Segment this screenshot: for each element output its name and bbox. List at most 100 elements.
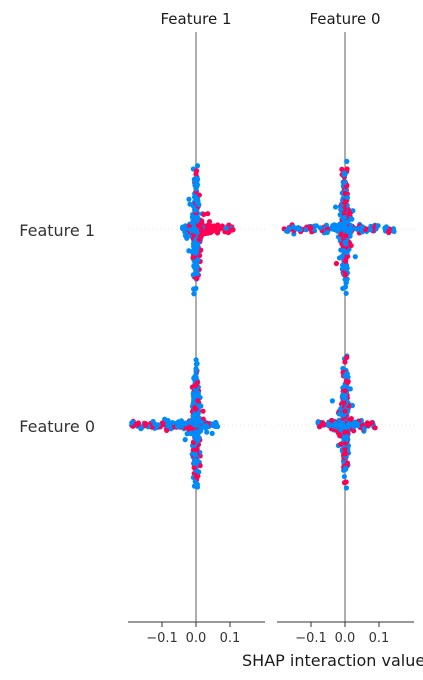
x-tick-label: 0.0 <box>186 631 207 646</box>
point <box>330 423 336 429</box>
point <box>195 390 201 396</box>
point <box>331 222 338 228</box>
point <box>342 272 348 278</box>
point <box>192 447 198 453</box>
point <box>193 361 200 367</box>
x-tick-label: −0.1 <box>295 631 327 646</box>
point <box>193 367 199 373</box>
x-tick-label: 0.1 <box>220 631 241 646</box>
point <box>341 248 347 254</box>
point <box>152 421 158 427</box>
point <box>182 437 188 443</box>
point <box>195 257 201 263</box>
point <box>342 388 348 394</box>
point <box>191 465 197 471</box>
point <box>207 224 213 231</box>
point <box>341 265 347 271</box>
panel-title-feature-1: Feature 1 <box>161 10 232 28</box>
x-tick-label: 0.0 <box>335 631 356 646</box>
point <box>329 398 335 404</box>
point <box>218 224 224 231</box>
point <box>343 290 349 296</box>
point <box>338 427 344 433</box>
point <box>194 168 200 174</box>
point <box>328 417 335 424</box>
point <box>342 451 348 457</box>
point <box>382 225 388 231</box>
point <box>175 419 182 425</box>
point <box>196 202 202 208</box>
point <box>375 223 381 229</box>
point <box>193 197 199 203</box>
x-tick-label: 0.1 <box>369 631 390 646</box>
point <box>342 429 348 435</box>
point <box>337 212 343 218</box>
panel-title-feature-0: Feature 0 <box>310 10 381 28</box>
point <box>187 425 194 431</box>
point <box>180 224 186 230</box>
point <box>391 228 397 235</box>
point <box>200 408 206 414</box>
point <box>333 260 340 267</box>
point <box>159 420 165 426</box>
point <box>369 420 375 426</box>
point <box>190 390 196 397</box>
x-axis-label: SHAP interaction value <box>242 651 423 670</box>
point <box>313 223 319 229</box>
point <box>204 429 210 435</box>
point <box>187 419 193 425</box>
point <box>367 227 374 233</box>
point <box>317 225 323 231</box>
point <box>343 371 349 377</box>
point <box>190 272 196 278</box>
point <box>343 280 349 286</box>
labels-layer: Feature 1 Feature 0 Feature 1 Feature 0 … <box>19 10 423 670</box>
point <box>338 206 344 213</box>
point <box>193 217 199 223</box>
point <box>194 181 200 187</box>
point <box>342 408 348 414</box>
row-label-feature-0: Feature 0 <box>19 417 95 436</box>
panels-layer: −0.1 0.0 0.1 −0.1 0.0 0.1 <box>128 32 414 646</box>
point <box>223 225 229 231</box>
point <box>342 241 349 247</box>
point <box>142 422 148 428</box>
point <box>365 422 371 428</box>
point <box>344 436 350 442</box>
point <box>342 206 348 212</box>
point <box>344 194 351 201</box>
point <box>344 354 350 360</box>
point <box>295 226 301 232</box>
point <box>192 478 198 485</box>
point <box>191 483 198 489</box>
point <box>206 219 213 225</box>
point <box>196 237 202 243</box>
point <box>342 465 349 471</box>
row-label-feature-1: Feature 1 <box>19 221 95 240</box>
point <box>324 229 330 236</box>
point <box>341 215 348 221</box>
point <box>338 441 344 447</box>
point <box>183 421 189 427</box>
point <box>191 286 197 292</box>
point <box>193 266 200 273</box>
point <box>196 469 202 475</box>
point <box>372 425 378 431</box>
point <box>283 228 290 234</box>
point <box>193 229 199 235</box>
point <box>199 218 205 224</box>
point <box>189 220 196 226</box>
point <box>165 421 171 428</box>
point <box>353 420 359 426</box>
point <box>361 425 367 432</box>
point <box>210 421 216 427</box>
point <box>165 417 171 424</box>
point <box>186 196 192 202</box>
point <box>347 216 353 222</box>
point <box>191 291 197 297</box>
point <box>342 200 348 206</box>
point <box>194 243 200 249</box>
point <box>337 433 343 439</box>
point <box>343 233 349 239</box>
